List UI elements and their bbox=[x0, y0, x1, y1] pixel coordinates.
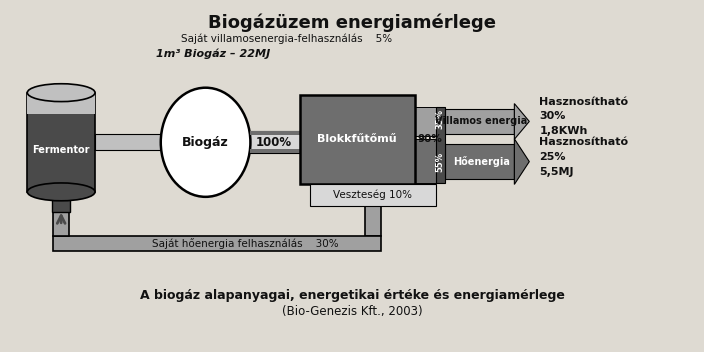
FancyBboxPatch shape bbox=[445, 108, 515, 134]
FancyBboxPatch shape bbox=[300, 95, 415, 184]
Text: Hasznosítható: Hasznosítható bbox=[539, 137, 629, 147]
Text: Biogáz: Biogáz bbox=[182, 136, 229, 149]
FancyBboxPatch shape bbox=[310, 184, 436, 206]
Text: Hasznosítható: Hasznosítható bbox=[539, 96, 629, 107]
FancyBboxPatch shape bbox=[52, 192, 70, 212]
Text: 100%: 100% bbox=[256, 136, 291, 149]
Text: 25%: 25% bbox=[539, 152, 566, 162]
FancyBboxPatch shape bbox=[445, 144, 515, 180]
FancyBboxPatch shape bbox=[27, 93, 95, 114]
Ellipse shape bbox=[27, 84, 95, 102]
Text: Veszteség 10%: Veszteség 10% bbox=[334, 190, 413, 200]
FancyBboxPatch shape bbox=[27, 93, 95, 192]
Text: 35%: 35% bbox=[435, 109, 444, 130]
FancyBboxPatch shape bbox=[415, 139, 440, 183]
Text: 5,5MJ: 5,5MJ bbox=[539, 166, 574, 177]
FancyBboxPatch shape bbox=[251, 149, 300, 153]
Text: (Bio-Genezis Kft., 2003): (Bio-Genezis Kft., 2003) bbox=[282, 305, 422, 318]
Text: Saját villamosenergia-felhasználás    5%: Saját villamosenergia-felhasználás 5% bbox=[181, 33, 392, 44]
Ellipse shape bbox=[27, 183, 95, 201]
Text: Hőenergia: Hőenergia bbox=[453, 156, 510, 167]
Text: 30%: 30% bbox=[539, 112, 565, 121]
Text: Fermentor: Fermentor bbox=[32, 145, 90, 155]
Text: Blokkfűtőmű: Blokkfűtőmű bbox=[318, 134, 397, 144]
FancyBboxPatch shape bbox=[415, 107, 440, 136]
FancyBboxPatch shape bbox=[436, 107, 445, 183]
Ellipse shape bbox=[161, 88, 251, 197]
Text: 1m³ Biogáz – 22MJ: 1m³ Biogáz – 22MJ bbox=[156, 48, 270, 58]
Text: Villamos energia: Villamos energia bbox=[435, 117, 527, 126]
Text: Saját hőenergia felhasználás    30%: Saját hőenergia felhasználás 30% bbox=[152, 238, 339, 249]
FancyBboxPatch shape bbox=[251, 131, 300, 135]
Text: 90%: 90% bbox=[417, 134, 443, 144]
FancyBboxPatch shape bbox=[54, 212, 69, 235]
Polygon shape bbox=[515, 139, 529, 184]
FancyBboxPatch shape bbox=[95, 134, 169, 150]
Text: A biogáz alapanyagai, energetikai értéke és energiamérlege: A biogáz alapanyagai, energetikai értéke… bbox=[139, 289, 565, 302]
FancyBboxPatch shape bbox=[54, 235, 381, 251]
FancyBboxPatch shape bbox=[365, 206, 381, 235]
Text: 55%: 55% bbox=[435, 152, 444, 172]
FancyBboxPatch shape bbox=[251, 131, 300, 153]
Text: 1,8KWh: 1,8KWh bbox=[539, 126, 588, 136]
Text: Biogázüzem energiamérlege: Biogázüzem energiamérlege bbox=[208, 13, 496, 32]
Polygon shape bbox=[515, 103, 529, 139]
